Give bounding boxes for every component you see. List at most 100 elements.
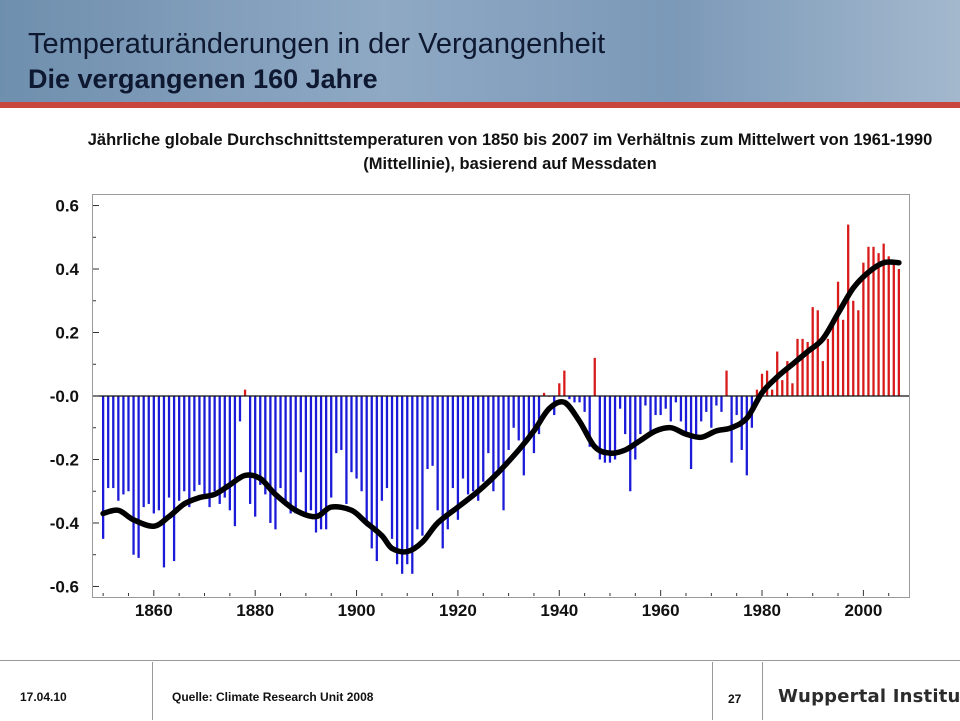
bar-1858 bbox=[142, 396, 145, 508]
bar-1936 bbox=[537, 396, 541, 435]
bar-1933 bbox=[522, 396, 525, 476]
bar-1979 bbox=[755, 389, 759, 396]
header-accent-bar bbox=[0, 102, 960, 108]
bar-2007 bbox=[897, 269, 900, 396]
bar-1969 bbox=[705, 396, 708, 412]
bar-1941 bbox=[563, 370, 566, 396]
bar-1989 bbox=[806, 342, 809, 396]
bar-1896 bbox=[335, 396, 338, 454]
bar-1900 bbox=[355, 396, 358, 479]
bar-2002 bbox=[872, 246, 875, 396]
bar-1945 bbox=[583, 396, 586, 412]
bar-1909 bbox=[401, 396, 404, 574]
bar-1904 bbox=[375, 396, 378, 562]
bar-1937 bbox=[542, 392, 546, 396]
bar-1924 bbox=[477, 396, 480, 501]
bar-1965 bbox=[684, 396, 688, 435]
bar-1868 bbox=[193, 396, 196, 492]
wuppertal-logo: Wuppertal Institut bbox=[778, 686, 960, 707]
bar-1932 bbox=[517, 396, 520, 441]
bar-1887 bbox=[289, 396, 292, 514]
bar-1855 bbox=[127, 396, 130, 492]
bar-1984 bbox=[781, 380, 784, 396]
bar-1863 bbox=[167, 396, 171, 498]
bar-2004 bbox=[882, 243, 885, 396]
bar-1930 bbox=[507, 396, 510, 450]
bar-1871 bbox=[208, 396, 211, 508]
bar-1877 bbox=[238, 396, 242, 422]
bar-1964 bbox=[679, 396, 683, 422]
bar-1854 bbox=[122, 396, 125, 495]
bar-1982 bbox=[771, 389, 774, 396]
bar-1946 bbox=[588, 396, 591, 447]
bar-1985 bbox=[786, 361, 789, 396]
bar-2006 bbox=[892, 262, 895, 396]
x-tick-label: 1920 bbox=[439, 601, 477, 620]
bar-1915 bbox=[431, 396, 434, 466]
x-tick-label: 1880 bbox=[236, 601, 274, 620]
bar-1906 bbox=[385, 396, 389, 489]
bar-1919 bbox=[451, 396, 454, 489]
bar-1955 bbox=[634, 396, 637, 460]
y-tick-label: 0.6 bbox=[55, 197, 79, 216]
footer-divider bbox=[712, 662, 713, 720]
bar-1987 bbox=[796, 338, 799, 396]
bar-1859 bbox=[147, 396, 150, 504]
bar-1869 bbox=[198, 396, 201, 485]
bar-1908 bbox=[395, 396, 399, 565]
bar-1958 bbox=[649, 396, 652, 435]
bar-1907 bbox=[390, 396, 394, 539]
bar-1884 bbox=[274, 396, 277, 530]
y-tick-label: -0.2 bbox=[50, 450, 79, 469]
bar-1990 bbox=[811, 307, 814, 396]
bar-1914 bbox=[426, 396, 429, 470]
bar-1950 bbox=[608, 396, 612, 463]
temperature-chart: 0.6 0.4 0.2 -0.0 -0.2 -0.4 -0.6 1860 1880 1900 192… bbox=[50, 197, 909, 620]
bar-1895 bbox=[330, 396, 333, 498]
bar-1927 bbox=[492, 396, 495, 492]
bar-1992 bbox=[821, 361, 824, 396]
bar-1910 bbox=[406, 396, 409, 565]
bar-1994 bbox=[831, 319, 835, 396]
bar-1980 bbox=[760, 373, 764, 396]
slide-header bbox=[0, 0, 960, 102]
bar-1925 bbox=[482, 396, 485, 482]
bar-1879 bbox=[248, 396, 252, 504]
chart-caption: Jährliche globale Durchschnittstemperatu… bbox=[87, 131, 933, 173]
bar-1972 bbox=[720, 396, 723, 412]
x-tick-label: 1960 bbox=[642, 601, 680, 620]
bar-1940 bbox=[558, 383, 561, 396]
x-tick-label: 1900 bbox=[338, 601, 376, 620]
bar-1890 bbox=[304, 396, 308, 517]
bar-1880 bbox=[254, 396, 257, 517]
bar-1960 bbox=[659, 396, 662, 416]
bar-1872 bbox=[213, 396, 216, 492]
bar-1973 bbox=[725, 370, 728, 396]
bar-1957 bbox=[644, 396, 647, 406]
bar-1943 bbox=[573, 396, 576, 403]
bar-1897 bbox=[340, 396, 343, 450]
footer-divider bbox=[152, 662, 153, 720]
bar-1959 bbox=[654, 396, 657, 416]
bar-1861 bbox=[157, 396, 161, 511]
bar-1948 bbox=[598, 396, 601, 460]
bar-1968 bbox=[700, 396, 703, 422]
bar-1975 bbox=[735, 396, 738, 416]
footer-divider bbox=[762, 662, 763, 720]
page-number: 27 bbox=[728, 692, 742, 706]
bar-1850 bbox=[102, 396, 105, 539]
bar-1851 bbox=[107, 396, 110, 489]
bar-1912 bbox=[416, 396, 419, 530]
bar-2003 bbox=[877, 253, 880, 396]
bar-1995 bbox=[836, 281, 840, 396]
bar-1997 bbox=[847, 224, 850, 396]
bar-1970 bbox=[710, 396, 713, 428]
bar-1977 bbox=[745, 396, 748, 476]
bar-1971 bbox=[715, 396, 718, 406]
bar-2005 bbox=[887, 256, 890, 396]
y-tick-label: 0.2 bbox=[55, 324, 79, 343]
bar-1874 bbox=[223, 396, 226, 498]
bar-1852 bbox=[112, 396, 115, 489]
bar-1920 bbox=[456, 396, 460, 520]
bar-1903 bbox=[370, 396, 373, 549]
